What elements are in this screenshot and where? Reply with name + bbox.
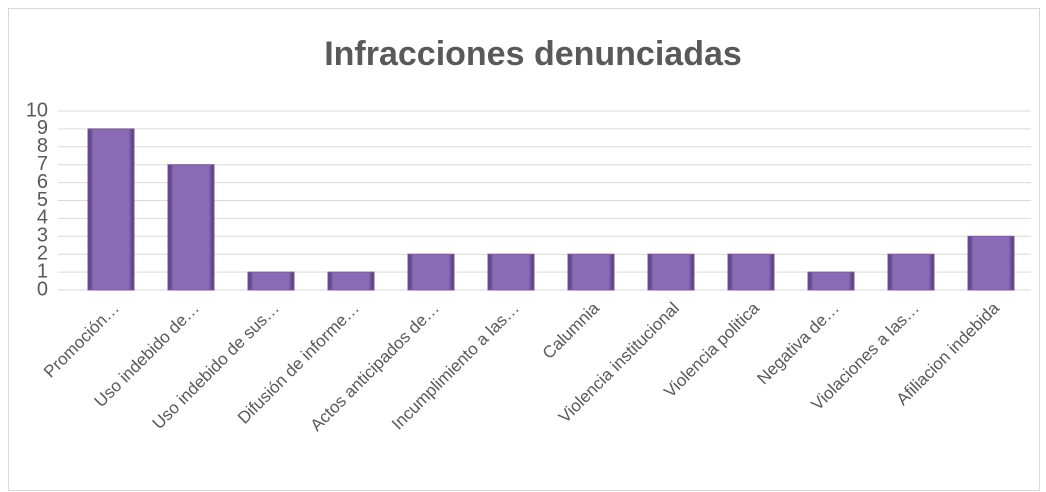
chart-title: Infracciones denunciadas [324,35,742,73]
y-tick-label: 8 [37,135,48,157]
bar [807,271,855,291]
y-tick-label: 1 [37,260,48,282]
y-tick-label: 4 [37,207,48,229]
bar [167,164,215,291]
bar [247,271,295,291]
bar [567,253,615,291]
y-tick-label: 0 [37,278,48,300]
bar [407,253,455,291]
bar [487,253,535,291]
bar [87,128,135,291]
y-tick-label: 5 [37,189,48,211]
y-tick-label: 2 [37,242,48,264]
y-tick-label: 6 [37,171,48,193]
y-tick-label: 3 [37,225,48,247]
bar [887,253,935,291]
y-tick-label: 9 [37,117,48,139]
y-tick-label: 7 [37,153,48,175]
bar [327,271,375,291]
bar [727,253,775,291]
bar [967,235,1015,291]
bar [647,253,695,291]
y-tick-label: 10 [26,99,48,121]
